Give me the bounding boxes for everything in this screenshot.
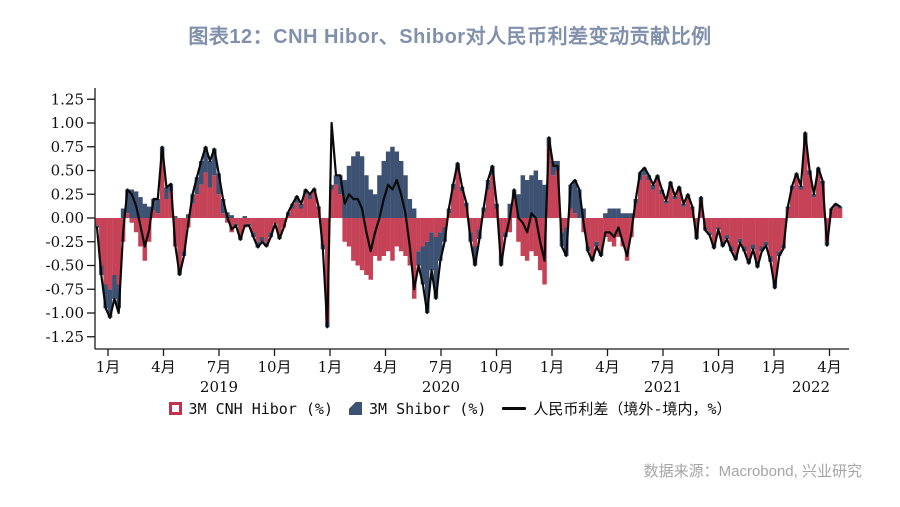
svg-text:1.25: 1.25 <box>51 90 84 108</box>
chart-legend: 3M CNH Hibor (%) 3M Shibor (%) 人民币利差（境外-… <box>0 398 900 419</box>
svg-text:10月: 10月 <box>701 358 735 376</box>
svg-text:-0.75: -0.75 <box>46 280 84 298</box>
legend-label: 3M Shibor (%) <box>369 399 487 418</box>
svg-text:7月: 7月 <box>651 358 676 376</box>
svg-text:0.25: 0.25 <box>51 185 84 203</box>
legend-item-shibor: 3M Shibor (%) <box>349 400 486 418</box>
svg-text:4月: 4月 <box>151 358 176 376</box>
svg-text:2020: 2020 <box>422 378 460 396</box>
svg-text:2021: 2021 <box>644 378 682 396</box>
svg-text:-1.25: -1.25 <box>46 328 84 346</box>
svg-text:10月: 10月 <box>257 358 291 376</box>
svg-text:4月: 4月 <box>817 358 842 376</box>
svg-text:0.00: 0.00 <box>51 209 84 227</box>
svg-text:1月: 1月 <box>762 358 787 376</box>
legend-item-rmb-diff: 人民币利差（境外-境内，%） <box>502 398 731 419</box>
data-source: 数据来源：Macrobond, 兴业研究 <box>643 463 862 480</box>
svg-text:-1.00: -1.00 <box>46 304 84 322</box>
legend-item-cnh-hibor: 3M CNH Hibor (%) <box>168 399 334 418</box>
svg-text:-0.50: -0.50 <box>46 257 84 275</box>
svg-text:2022: 2022 <box>792 378 830 396</box>
svg-text:4月: 4月 <box>373 358 398 376</box>
figure-title: 图表12：CNH Hibor、Shibor对人民币利差变动贡献比例 <box>188 26 712 48</box>
svg-text:0.75: 0.75 <box>51 138 84 156</box>
svg-text:0.50: 0.50 <box>51 162 84 180</box>
svg-text:1月: 1月 <box>540 358 565 376</box>
svg-text:7月: 7月 <box>429 358 454 376</box>
contribution-chart: 1.25 1.00 0.75 0.50 0.25 0.00 -0.25 -0.50 -0.75 -… <box>46 88 849 396</box>
svg-text:1.00: 1.00 <box>51 114 84 132</box>
svg-text:10月: 10月 <box>479 358 513 376</box>
svg-text:4月: 4月 <box>595 358 620 376</box>
black-line-icon <box>502 407 527 410</box>
red-open-square-icon <box>168 402 182 415</box>
legend-label: 人民币利差（境外-境内，%） <box>533 400 732 418</box>
svg-text:-0.25: -0.25 <box>46 233 84 251</box>
svg-text:2019: 2019 <box>200 378 238 396</box>
legend-label: 3M CNH Hibor (%) <box>188 399 334 418</box>
blue-diagonal-square-icon <box>349 402 362 415</box>
svg-text:1月: 1月 <box>96 358 121 376</box>
svg-text:7月: 7月 <box>207 358 232 376</box>
svg-text:1月: 1月 <box>318 358 343 376</box>
